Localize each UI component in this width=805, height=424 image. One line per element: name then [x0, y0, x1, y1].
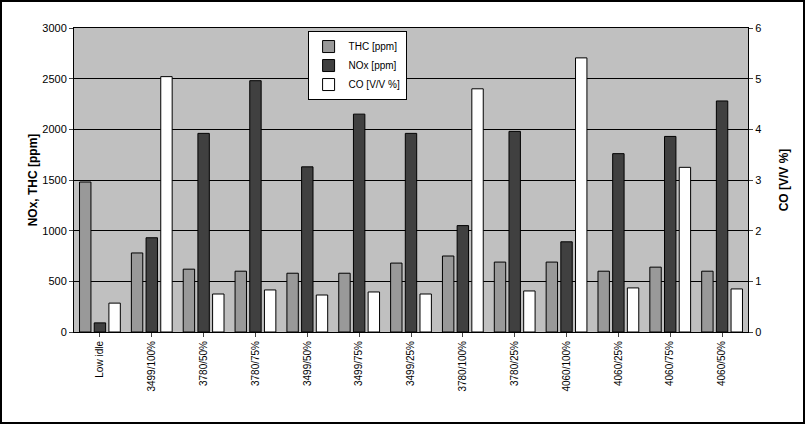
svg-text:3780/75%: 3780/75% — [250, 341, 261, 386]
svg-text:4060/50%: 4060/50% — [716, 341, 727, 386]
svg-text:3780/50%: 3780/50% — [198, 341, 209, 386]
svg-text:1: 1 — [755, 275, 761, 287]
svg-text:1000: 1000 — [42, 225, 66, 237]
svg-text:Low idle: Low idle — [94, 341, 105, 378]
svg-text:CO [V/V %]: CO [V/V %] — [777, 149, 791, 212]
svg-text:500: 500 — [48, 275, 66, 287]
svg-text:0: 0 — [61, 326, 67, 338]
svg-text:3499/50%: 3499/50% — [302, 341, 313, 386]
svg-text:NOx, THC [ppm]: NOx, THC [ppm] — [26, 134, 40, 227]
svg-text:1500: 1500 — [42, 174, 66, 186]
svg-text:4060/100%: 4060/100% — [561, 341, 572, 392]
svg-text:2500: 2500 — [42, 73, 66, 85]
svg-text:3499/75%: 3499/75% — [353, 341, 364, 386]
svg-text:6: 6 — [755, 22, 761, 34]
svg-text:2000: 2000 — [42, 123, 66, 135]
svg-text:CO [V/V %]: CO [V/V %] — [349, 79, 400, 90]
svg-text:2: 2 — [755, 225, 761, 237]
svg-text:3780/100%: 3780/100% — [457, 341, 468, 392]
svg-text:THC [ppm]: THC [ppm] — [349, 41, 398, 52]
svg-text:4060/25%: 4060/25% — [613, 341, 624, 386]
svg-text:5: 5 — [755, 73, 761, 85]
svg-text:4060/75%: 4060/75% — [664, 341, 675, 386]
svg-text:3000: 3000 — [42, 22, 66, 34]
svg-text:3499/100%: 3499/100% — [146, 341, 157, 392]
svg-text:3780/25%: 3780/25% — [509, 341, 520, 386]
svg-text:4: 4 — [755, 123, 761, 135]
svg-text:3: 3 — [755, 174, 761, 186]
svg-text:0: 0 — [755, 326, 761, 338]
svg-text:3499/25%: 3499/25% — [405, 341, 416, 386]
svg-text:NOx [ppm]: NOx [ppm] — [349, 60, 397, 71]
